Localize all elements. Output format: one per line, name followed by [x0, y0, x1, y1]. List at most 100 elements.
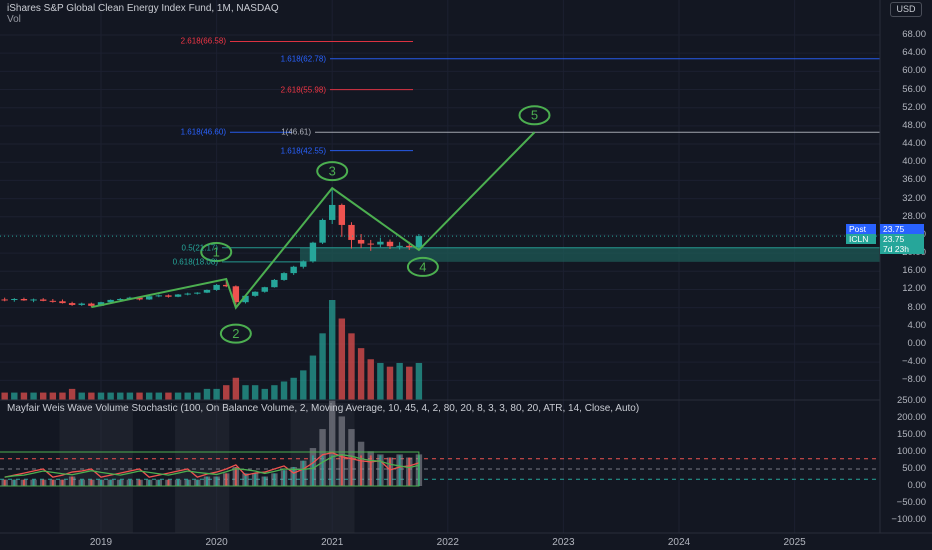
candle-body: [251, 291, 259, 296]
volume-bar: [223, 385, 230, 400]
candle-body: [348, 224, 355, 240]
osc-wave-bar: [273, 473, 276, 486]
wave-label-1: 1: [213, 245, 220, 260]
volume-bar: [194, 392, 201, 400]
price-tick-label: 56.00: [902, 83, 926, 95]
volume-bars: [1, 300, 423, 400]
volume-bar: [251, 385, 259, 400]
candle-body: [271, 279, 278, 288]
osc-wave-bar: [13, 479, 16, 486]
wave-label-4: 4: [419, 259, 426, 274]
time-tick-label: 2021: [321, 537, 344, 548]
osc-hist-bar: [329, 400, 336, 486]
time-tick-label: 2024: [667, 537, 691, 548]
wave-circle-5: [518, 105, 551, 126]
osc-wave-bar: [42, 479, 45, 486]
candle-body: [367, 243, 374, 245]
osc-tick-label: 250.00: [896, 395, 926, 406]
price-tick-label: 28.00: [902, 210, 926, 222]
osc-wave-bar: [215, 476, 218, 486]
osc-wave-bar: [51, 479, 54, 486]
volume-bar: [415, 362, 423, 400]
osc-wave-bar: [350, 455, 353, 486]
osc-tick-label: 100.00: [896, 446, 926, 457]
candle-body: [78, 303, 85, 305]
price-tick-label: 52.00: [902, 101, 926, 113]
elliott-wave-lines: 1 2 3 4 5: [91, 105, 551, 344]
osc-hist-bar: [338, 416, 346, 486]
volume-bar: [232, 377, 240, 400]
osc-wave-bar: [292, 467, 295, 486]
indicator-label[interactable]: Mayfair Weis Wave Volume Stochastic (100…: [7, 403, 640, 414]
osc-wave-bar: [283, 470, 286, 486]
price-tick-label: 48.00: [902, 119, 926, 131]
volume-bar: [242, 385, 249, 400]
volume-bar: [107, 392, 114, 400]
volume-bar: [40, 392, 47, 400]
time-tick-label: 2023: [552, 537, 575, 548]
osc-wave-bar: [321, 455, 324, 486]
chart-title: iShares S&P Global Clean Energy Index Fu…: [7, 3, 279, 14]
volume-bar: [203, 388, 211, 400]
candle-body: [184, 293, 191, 295]
fib-label-f3: 2.618(55.98): [280, 85, 326, 95]
volume-bar: [88, 392, 95, 400]
volume-bar: [136, 392, 143, 400]
candle-body: [319, 219, 326, 243]
candle-body: [203, 289, 211, 293]
osc-wave-bar: [340, 455, 343, 486]
osc-box: [0, 451, 420, 487]
candle-body: [213, 284, 220, 290]
volume-bar: [174, 392, 182, 400]
volume-bar: [126, 392, 134, 400]
candle-body: [1, 299, 8, 301]
candle-body: [338, 204, 346, 225]
osc-wave-bar: [177, 479, 180, 486]
volume-bar: [329, 300, 336, 400]
volume-bar: [357, 348, 365, 400]
volume-bar: [184, 392, 191, 400]
price-tick-label: 12.00: [902, 283, 926, 295]
price-tick-label: 32.00: [902, 192, 926, 204]
time-tick-label: 2025: [783, 537, 806, 548]
volume-bar: [165, 392, 172, 400]
osc-wave-bar: [3, 479, 6, 486]
price-tick-label: −4.00: [901, 356, 926, 368]
osc-wave-bar: [360, 455, 363, 486]
candle-body: [232, 286, 240, 303]
candle-body: [396, 245, 403, 247]
volume-bar: [261, 388, 268, 400]
osc-wave-bar: [119, 479, 122, 486]
candle-body: [136, 297, 143, 300]
volume-bar: [377, 362, 384, 400]
price-tick-label: 8.00: [907, 301, 927, 313]
candle-body: [377, 241, 384, 245]
volume-bar: [145, 392, 153, 400]
volume-bar: [49, 392, 57, 400]
candle-body: [357, 239, 365, 244]
volume-bar: [290, 377, 297, 400]
candle-body: [242, 295, 249, 303]
volume-bar: [20, 392, 28, 400]
volume-bar: [30, 392, 37, 400]
osc-wave-bar: [80, 479, 83, 486]
countdown-badge: 7d 23h: [880, 244, 924, 254]
volume-bar: [386, 366, 394, 400]
volume-bar: [78, 392, 85, 400]
osc-wave-bar: [408, 457, 411, 486]
candle-body: [309, 242, 317, 262]
osc-wave-bar: [311, 455, 314, 486]
candle-body: [165, 295, 172, 297]
candle-body: [40, 299, 47, 301]
price-tick-label: 60.00: [902, 65, 926, 77]
candle-body: [97, 302, 105, 306]
osc-wave-bar: [128, 479, 131, 486]
currency-button[interactable]: USD: [890, 2, 922, 17]
symbol-label-badge: ICLN: [846, 234, 876, 244]
candle-body: [261, 287, 268, 292]
price-tick-label: −8.00: [901, 374, 926, 386]
osc-wave-bar: [302, 460, 305, 486]
volume-bar: [348, 333, 355, 400]
osc-wave-bar: [138, 479, 141, 486]
